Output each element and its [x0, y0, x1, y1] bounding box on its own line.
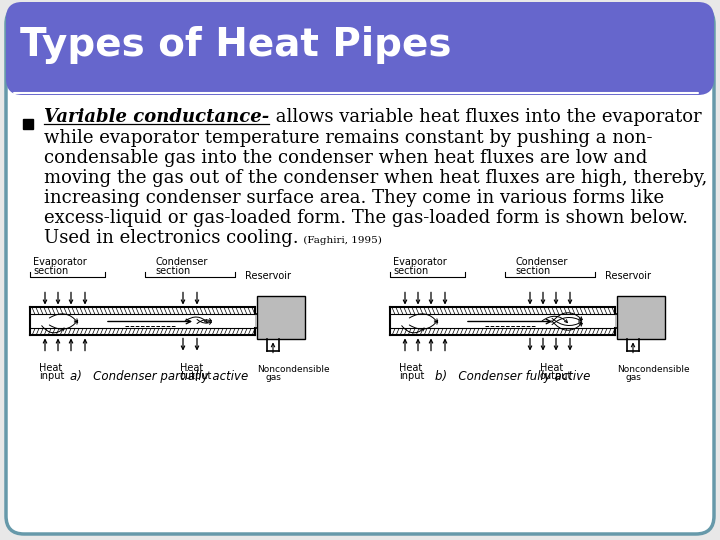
Text: Heat: Heat — [540, 363, 563, 374]
Text: Used in electronics cooling.: Used in electronics cooling. — [44, 230, 299, 247]
Bar — [257, 296, 305, 340]
Text: Condenser: Condenser — [515, 258, 567, 267]
Text: Reservoir: Reservoir — [245, 272, 291, 281]
Text: input: input — [39, 372, 64, 381]
Text: input: input — [399, 372, 424, 381]
Text: Reservoir: Reservoir — [605, 272, 651, 281]
FancyBboxPatch shape — [6, 6, 714, 534]
Bar — [617, 296, 665, 340]
Text: section: section — [393, 266, 428, 276]
Text: Types of Heat Pipes: Types of Heat Pipes — [20, 26, 451, 64]
Bar — [615, 314, 617, 328]
Text: section: section — [155, 266, 190, 276]
Text: output: output — [180, 372, 212, 381]
Text: Condenser: Condenser — [155, 258, 207, 267]
Text: b)   Condenser fully active: b) Condenser fully active — [435, 370, 590, 383]
Text: (Faghiri, 1995): (Faghiri, 1995) — [300, 236, 382, 245]
Text: while evaporator temperature remains constant by pushing a non-: while evaporator temperature remains con… — [44, 129, 652, 147]
Text: moving the gas out of the condenser when heat fluxes are high, thereby,: moving the gas out of the condenser when… — [44, 169, 707, 187]
Text: excess-liquid or gas-loaded form. The gas-loaded form is shown below.: excess-liquid or gas-loaded form. The ga… — [44, 209, 688, 227]
Text: Used in electronics cooling.: Used in electronics cooling. — [44, 230, 299, 247]
Text: Variable conductance-: Variable conductance- — [44, 109, 269, 126]
Text: Noncondensible: Noncondensible — [257, 366, 330, 374]
Text: output: output — [540, 372, 572, 381]
Text: Heat: Heat — [399, 363, 422, 374]
Text: gas: gas — [625, 374, 641, 382]
Text: section: section — [33, 266, 68, 276]
Text: Heat: Heat — [39, 363, 62, 374]
FancyBboxPatch shape — [6, 2, 714, 95]
Text: Evaporator: Evaporator — [33, 258, 86, 267]
Text: increasing condenser surface area. They come in various forms like: increasing condenser surface area. They … — [44, 189, 664, 207]
Text: allows variable heat fluxes into the evaporator: allows variable heat fluxes into the eva… — [270, 109, 702, 126]
Text: Heat: Heat — [180, 363, 203, 374]
Text: section: section — [515, 266, 550, 276]
Text: a)   Condenser partially active: a) Condenser partially active — [70, 370, 248, 383]
Text: condensable gas into the condenser when heat fluxes are low and: condensable gas into the condenser when … — [44, 149, 647, 167]
Text: gas: gas — [265, 374, 281, 382]
Text: Evaporator: Evaporator — [393, 258, 446, 267]
Text: Noncondensible: Noncondensible — [617, 366, 690, 374]
Bar — [255, 314, 257, 328]
